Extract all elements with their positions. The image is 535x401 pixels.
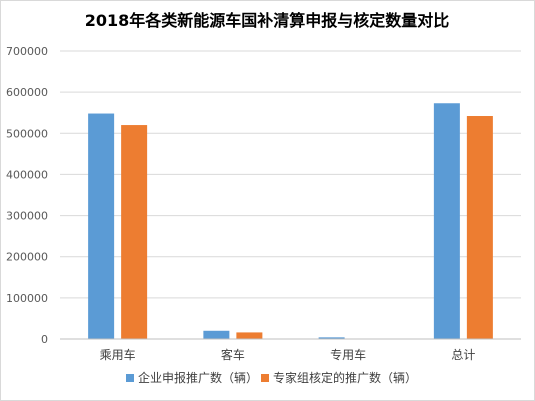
bar-declared-1: [203, 330, 230, 339]
x-category-label: 客车: [221, 347, 245, 362]
y-tick-label: 0: [41, 333, 48, 346]
y-tick-label: 200000: [6, 251, 48, 264]
y-axis-ticks: 0 100000 200000 300000 400000 500000 600000 700…: [6, 45, 48, 346]
legend: 企业申报推广数（辆） 专家组核定的推广数（辆）: [126, 370, 417, 385]
bar-declared-3: [433, 103, 460, 339]
chart-title: 2018年各类新能源车国补清算申报与核定数量对比: [85, 11, 450, 30]
y-tick-label: 400000: [6, 168, 48, 181]
legend-swatch: [126, 374, 134, 382]
legend-label: 企业申报推广数（辆）: [138, 370, 258, 385]
bar-approved-0: [121, 125, 148, 339]
x-category-label: 专用车: [330, 347, 366, 362]
legend-swatch: [261, 374, 269, 382]
x-category-label: 乘用车: [100, 347, 136, 362]
bar-approved-3: [466, 116, 493, 340]
y-tick-label: 100000: [6, 292, 48, 305]
x-category-label: 总计: [451, 348, 475, 362]
y-tick-label: 300000: [6, 210, 48, 223]
legend-label: 专家组核定的推广数（辆）: [273, 370, 417, 385]
bar-declared-0: [88, 113, 115, 339]
bars: [88, 103, 493, 340]
y-tick-label: 600000: [6, 86, 48, 99]
x-axis-categories: 乘用车 客车 专用车 总计: [100, 347, 476, 362]
bar-approved-1: [236, 332, 263, 339]
y-tick-label: 500000: [6, 127, 48, 140]
bar-declared-2: [318, 337, 345, 339]
y-tick-label: 700000: [6, 45, 48, 58]
